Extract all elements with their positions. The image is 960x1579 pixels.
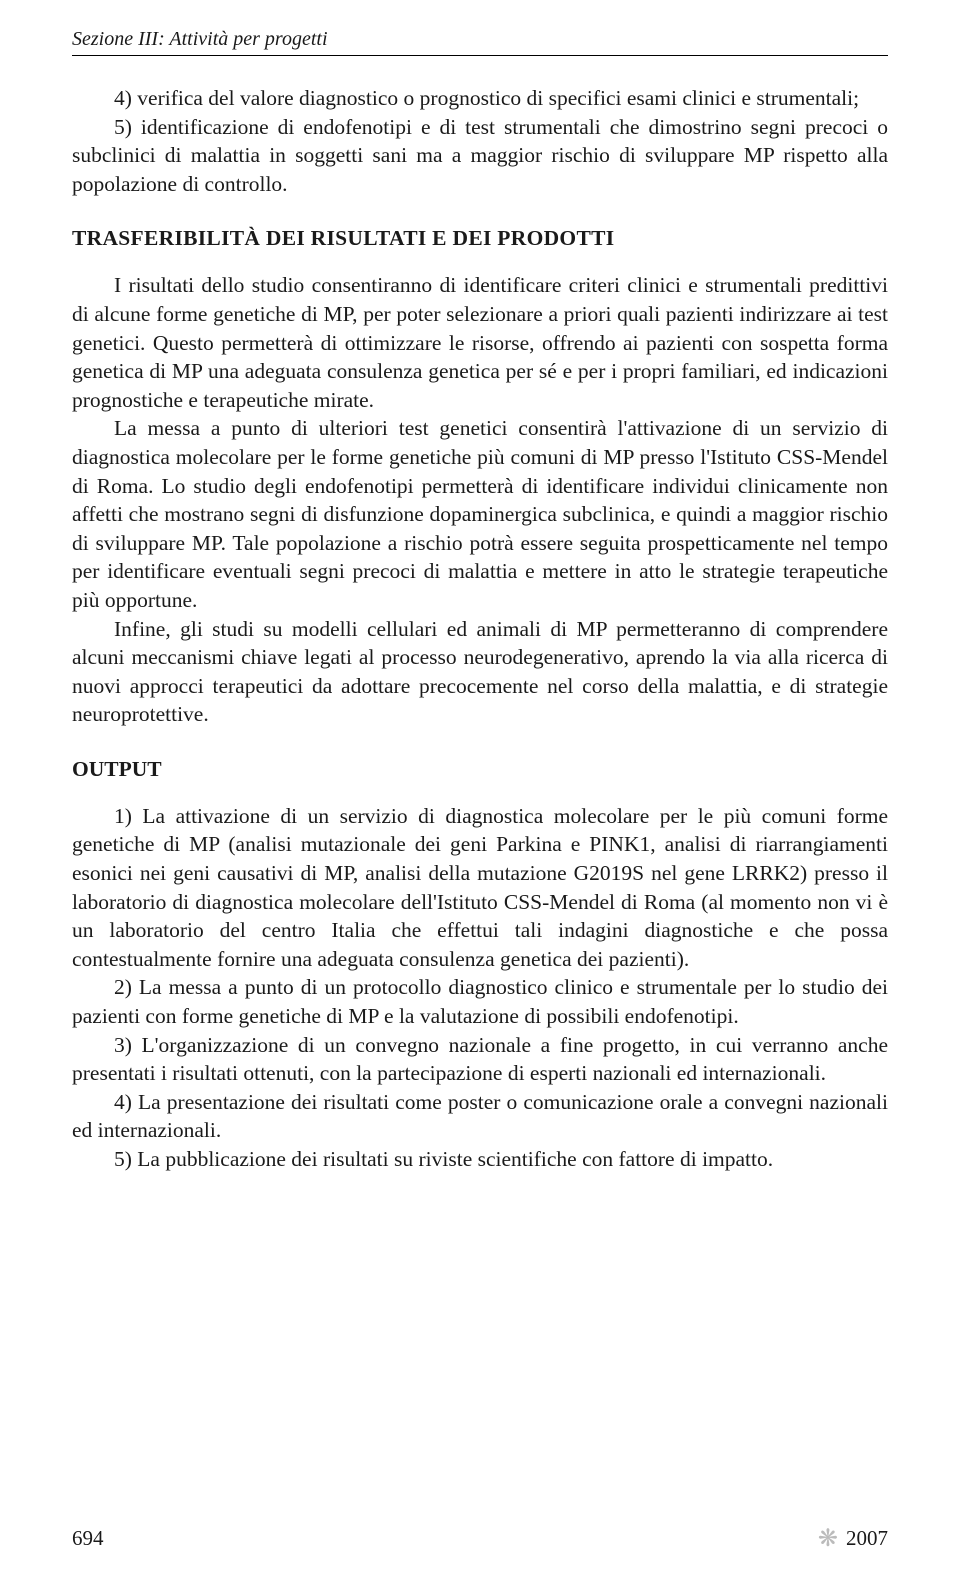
intro-block: 4) verifica del valore diagnostico o pro… xyxy=(72,84,888,198)
page-footer: 694 ❋ 2007 xyxy=(72,1524,888,1553)
footer-right: ❋ 2007 xyxy=(818,1524,888,1553)
trasferibilita-p1: I risultati dello studio consentiranno d… xyxy=(72,271,888,414)
trasferibilita-p2: La messa a punto di ulteriori test genet… xyxy=(72,414,888,614)
page-number: 694 xyxy=(72,1526,104,1551)
page-header: Sezione III: Attività per progetti xyxy=(72,28,888,56)
decorative-swirl-icon: ❋ xyxy=(818,1524,838,1553)
output-item-5: 5) La pubblicazione dei risultati su riv… xyxy=(72,1145,888,1174)
output-heading: OUTPUT xyxy=(72,757,888,782)
trasferibilita-block: I risultati dello studio consentiranno d… xyxy=(72,271,888,729)
section-title: Sezione III: Attività per progetti xyxy=(72,28,328,50)
trasferibilita-heading: TRASFERIBILITÀ DEI RISULTATI E DEI PRODO… xyxy=(72,226,888,251)
output-item-2: 2) La messa a punto di un protocollo dia… xyxy=(72,973,888,1030)
output-item-4: 4) La presentazione dei risultati come p… xyxy=(72,1088,888,1145)
output-block: 1) La attivazione di un servizio di diag… xyxy=(72,802,888,1174)
trasferibilita-p3: Infine, gli studi su modelli cellulari e… xyxy=(72,615,888,729)
intro-item-4: 4) verifica del valore diagnostico o pro… xyxy=(72,84,888,113)
intro-item-5: 5) identificazione di endofenotipi e di … xyxy=(72,113,888,199)
output-item-1: 1) La attivazione di un servizio di diag… xyxy=(72,802,888,974)
footer-year: 2007 xyxy=(846,1526,888,1551)
output-item-3: 3) L'organizzazione di un convegno nazio… xyxy=(72,1031,888,1088)
